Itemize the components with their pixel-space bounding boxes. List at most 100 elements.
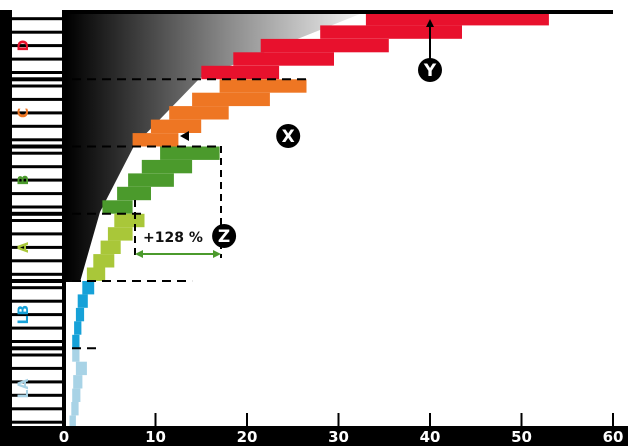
marker-y-letter: Y [423, 61, 437, 81]
x-tick-label-40: 40 [420, 428, 441, 446]
top-border [62, 10, 613, 14]
left-tick [12, 420, 62, 424]
x-tick-mark [246, 413, 248, 426]
bar-la-26 [75, 361, 87, 376]
class-separator [0, 279, 62, 283]
bar-c-9 [132, 133, 179, 147]
x-tick-mark [429, 413, 431, 426]
bar-lb-23 [74, 321, 82, 335]
bar-b-10 [160, 146, 220, 160]
bar-c-5 [219, 79, 307, 93]
bar-d-3 [233, 52, 334, 66]
left-tick [12, 313, 62, 317]
marker-x-circle [276, 124, 301, 148]
bar-d-2 [260, 38, 389, 53]
bar-lb-21 [77, 294, 88, 308]
left-tick [12, 44, 62, 48]
left-tick [12, 178, 62, 182]
left-tick [12, 407, 62, 411]
bar-a-15 [114, 213, 145, 228]
left-tick [12, 299, 62, 303]
bar-c-6 [192, 92, 270, 107]
left-tick [12, 17, 62, 21]
left-label-band [0, 10, 12, 426]
left-tick [12, 165, 62, 169]
left-tick [12, 340, 62, 343]
x-tick-mark [612, 413, 614, 426]
left-tick [12, 124, 62, 128]
bar-a-17 [100, 240, 121, 254]
left-tick [12, 232, 62, 236]
x-tick-label-20: 20 [237, 428, 258, 446]
left-tick [12, 138, 62, 142]
left-tick [12, 57, 62, 61]
bar-b-11 [141, 159, 193, 174]
marker-z-letter: Z [218, 227, 230, 247]
bar-b-12 [128, 173, 174, 187]
x-tick-label-50: 50 [511, 428, 532, 446]
bar-lb-24 [72, 334, 80, 349]
left-tick-marks [0, 17, 62, 424]
annotations: +128 % Y X Z [134, 19, 442, 258]
left-tick [12, 192, 62, 196]
bar-la-30 [69, 415, 76, 429]
left-tick [12, 326, 62, 330]
class-separator [0, 77, 62, 82]
bar-b-13 [117, 186, 151, 201]
bars-layer [69, 12, 549, 429]
class-labels: D C B A LB LA [16, 40, 32, 399]
bar-a-16 [107, 227, 133, 241]
z-range-arrow-right [213, 250, 221, 258]
x-tick-label-30: 30 [328, 428, 349, 446]
bar-a-19 [86, 267, 106, 281]
left-tick [12, 393, 62, 397]
left-tick [12, 272, 62, 276]
left-tick [12, 151, 62, 155]
y-axis-line [62, 10, 66, 426]
bar-a-18 [93, 254, 115, 268]
class-separator [0, 346, 62, 351]
left-tick [12, 84, 62, 88]
bar-c-7 [169, 106, 229, 120]
left-tick [12, 219, 62, 222]
class-separator [0, 144, 62, 149]
bar-la-25 [72, 348, 80, 362]
class-label-lb: LB [16, 305, 32, 325]
class-label-b: B [16, 175, 32, 186]
bar-la-27 [73, 375, 83, 389]
class-label-c: C [16, 108, 32, 118]
bar-d-4 [201, 65, 280, 80]
class-label-la: LA [16, 379, 32, 399]
left-tick [12, 71, 62, 74]
bar-lb-22 [75, 307, 85, 322]
class-separator [0, 211, 62, 216]
marker-y-circle [418, 58, 442, 82]
z-percentage-label: +128 % [143, 230, 203, 246]
left-tick [12, 259, 62, 263]
marker-z-circle [212, 224, 237, 248]
marker-x-letter: X [282, 127, 295, 147]
bar-d-0 [365, 12, 549, 26]
bar-la-29 [71, 402, 79, 416]
bar-lb-20 [82, 281, 95, 295]
x-tick-label-60: 60 [603, 428, 624, 446]
left-tick [12, 245, 62, 249]
left-tick [12, 111, 62, 115]
left-tick [12, 97, 62, 101]
bar-c-8 [150, 119, 202, 133]
x-tick-label-0: 0 [59, 428, 69, 446]
x-tick-label-10: 10 [145, 428, 166, 446]
left-tick [12, 380, 62, 384]
x-tick-mark [520, 413, 523, 426]
bar-d-1 [320, 25, 462, 39]
x-arrow-head [180, 131, 189, 141]
x-tick-mark [63, 413, 65, 426]
class-label-a: A [16, 242, 32, 253]
y-arrow-head [426, 19, 434, 27]
left-tick [12, 286, 62, 290]
z-range-arrow-left [135, 250, 143, 258]
left-tick [12, 205, 62, 209]
x-axis-ticks: 0 10 20 30 40 50 60 [59, 413, 624, 446]
bar-la-28 [72, 388, 81, 402]
